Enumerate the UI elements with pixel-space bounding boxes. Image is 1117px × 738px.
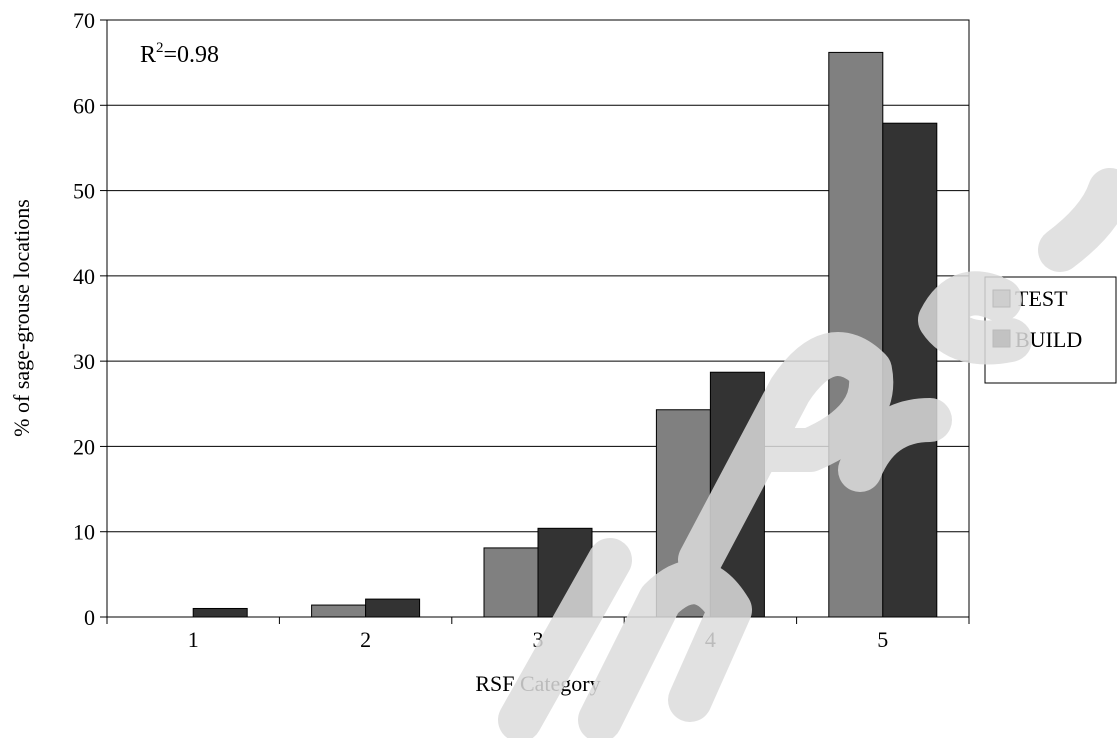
- y-tick-label: 60: [73, 93, 95, 118]
- y-tick-labels: 0 10 20 30 40 50 60 70: [73, 8, 107, 630]
- legend-label-build: BUILD: [1015, 327, 1082, 352]
- annotation-sup: 2: [156, 40, 164, 56]
- legend: TEST BUILD: [984, 276, 1117, 384]
- bar-build-1: [192, 607, 248, 618]
- y-axis-title: % of sage-grouse locations: [9, 199, 34, 437]
- bar-test-5: [828, 51, 884, 618]
- annotation-rest: =0.98: [164, 42, 220, 68]
- y-tick-label: 0: [84, 605, 95, 630]
- x-tick-label: 5: [877, 627, 888, 652]
- x-tick-label: 2: [360, 627, 371, 652]
- bar-test-4: [655, 409, 711, 618]
- y-tick-label: 40: [73, 264, 95, 289]
- bar-test-2: [311, 604, 367, 618]
- bar-build-5: [882, 122, 938, 618]
- bar-test-3: [483, 547, 539, 618]
- bars: [192, 51, 938, 618]
- bar-build-4: [709, 371, 765, 618]
- bar-build-3: [537, 527, 593, 618]
- x-tick-label: 3: [533, 627, 544, 652]
- x-axis-title: RSF Category: [475, 671, 600, 696]
- legend-label-test: TEST: [1015, 286, 1068, 311]
- annotation-r-squared: R2=0.98: [140, 40, 219, 68]
- y-tick-label: 50: [73, 179, 95, 204]
- y-tick-label: 30: [73, 349, 95, 374]
- legend-swatch-build: [992, 329, 1011, 348]
- annotation-base: R: [140, 42, 156, 68]
- legend-swatch-test: [992, 289, 1011, 308]
- y-tick-label: 70: [73, 8, 95, 33]
- x-tick-label: 4: [705, 627, 716, 652]
- bar-build-2: [365, 598, 421, 618]
- y-tick-label: 20: [73, 434, 95, 459]
- x-tick-labels: 1 2 3 4 5: [106, 617, 970, 652]
- y-tick-label: 10: [73, 520, 95, 545]
- x-tick-label: 1: [188, 627, 199, 652]
